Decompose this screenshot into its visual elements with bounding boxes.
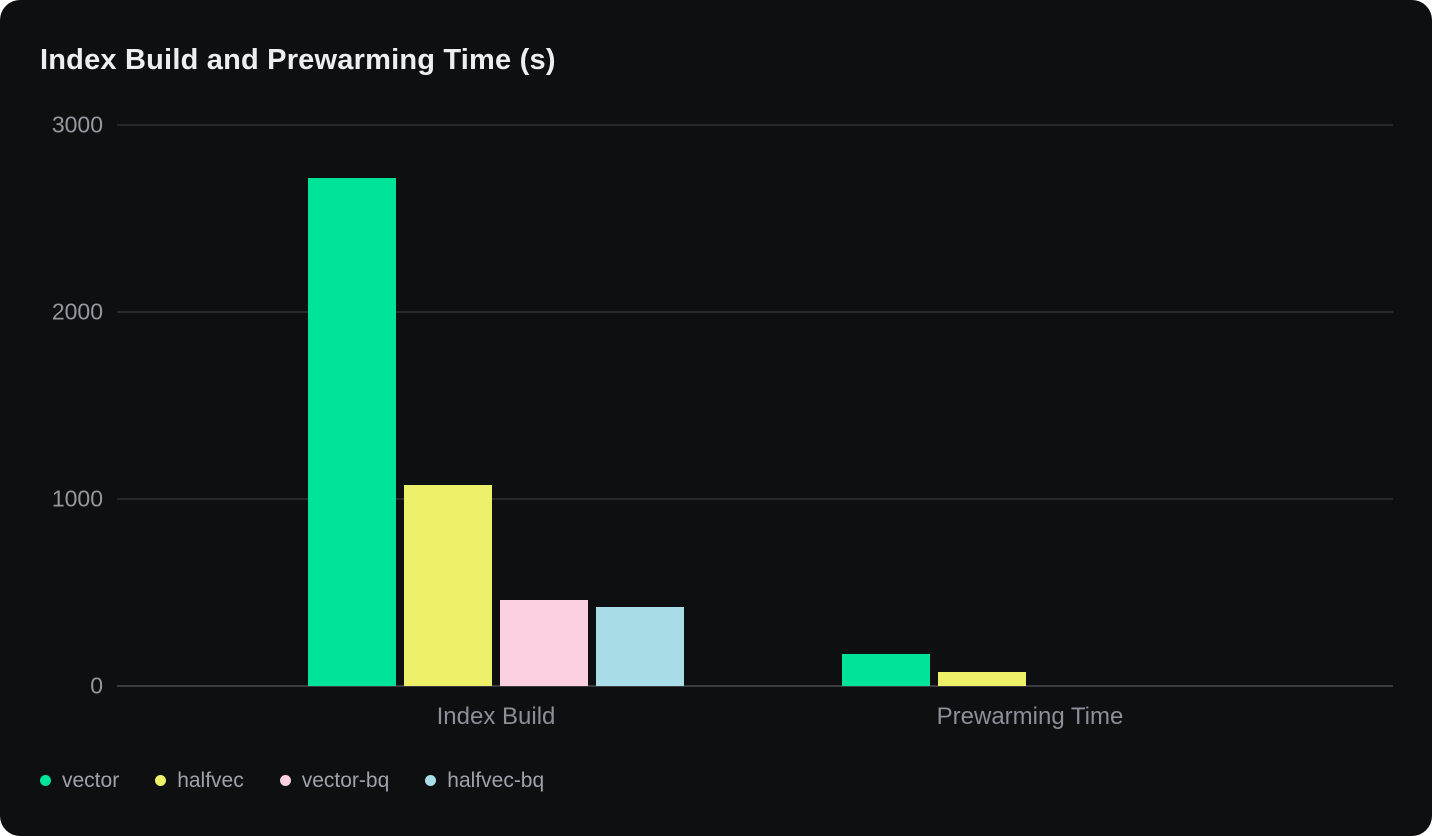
- legend-label-vector: vector: [62, 769, 120, 792]
- legend-dot-vector: [40, 775, 51, 786]
- legend-item-vector[interactable]: vector: [40, 770, 119, 791]
- gridline-2000: [117, 311, 1393, 313]
- legend-item-halfvec[interactable]: halfvec: [155, 770, 244, 791]
- chart-title: Index Build and Prewarming Time (s): [40, 44, 556, 76]
- category-label-prewarming-time: Prewarming Time: [936, 703, 1124, 730]
- y-tick-label-3000: 3000: [51, 111, 103, 138]
- bar-halfvec-prewarming-time: [938, 672, 1026, 686]
- y-tick-label-2000: 2000: [51, 298, 103, 325]
- legend-label-halfvec: halfvec: [177, 769, 244, 792]
- gridline-3000: [117, 124, 1393, 126]
- legend-item-vector-bq[interactable]: vector-bq: [279, 769, 390, 792]
- chart-legend: vector halfvec vector-bq halfvec-bq: [40, 770, 544, 791]
- legend-item-halfvec-bq[interactable]: halfvec-bq: [425, 770, 544, 791]
- bar-vector-index-build: [308, 178, 396, 686]
- y-tick-label-1000: 1000: [51, 485, 103, 512]
- legend-dot-vector-bq: [279, 775, 291, 786]
- legend-label-vector-bq: vector-bq: [301, 769, 390, 792]
- legend-dot-halfvec-bq: [425, 775, 437, 786]
- legend-dot-halfvec: [155, 775, 167, 786]
- bar-halfvec-index-build: [404, 485, 492, 686]
- y-tick-label-0: 0: [90, 672, 103, 699]
- legend-label-halfvec-bq: halfvec-bq: [447, 769, 545, 792]
- bar-halfvec-bq-index-build: [596, 607, 684, 686]
- bar-vector-bq-index-build: [500, 600, 588, 686]
- x-axis-zero-line: [117, 685, 1393, 687]
- gridline-1000: [117, 498, 1393, 500]
- category-label-index-build: Index Build: [436, 703, 556, 730]
- bar-vector-prewarming-time: [842, 654, 930, 686]
